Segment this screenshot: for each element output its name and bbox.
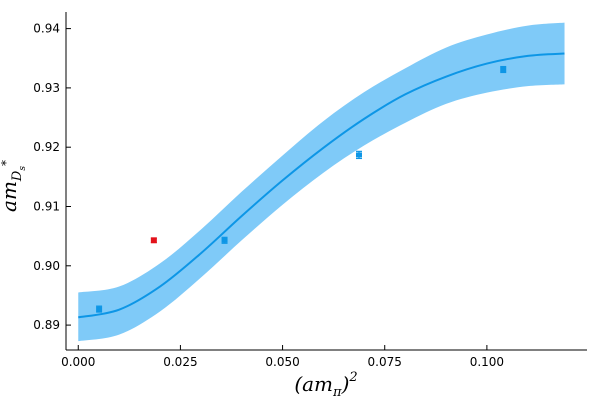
axes-layer: 0.000 0.025 0.050 0.075 0.100 0.89 0.90 0.91 0.9… [33,12,587,369]
data-point [96,305,103,313]
y-tick-label: 0.89 [33,318,60,332]
axis-titles-layer: (amπ)2 amDs* [0,160,358,400]
data-point [500,65,507,74]
y-tick-label: 0.91 [33,199,60,213]
y-axis-title: amDs* [0,160,28,212]
confidence-band [78,22,565,342]
fit-line [78,52,565,319]
y-tick-label: 0.94 [33,22,60,36]
point-marker [500,67,507,73]
x-tick-label: 0.025 [163,355,197,369]
x-tick-label: 0.050 [265,355,299,369]
data-point [221,236,228,244]
fit-line-layer [78,52,565,319]
y-tick-label: 0.92 [33,140,60,154]
point-marker [355,152,362,158]
confidence-band-layer [78,22,565,342]
point-marker [221,237,228,243]
y-tick-label: 0.90 [33,259,60,273]
data-points-layer [96,65,507,313]
x-tick-label: 0.100 [470,355,504,369]
excluded-data-point [150,237,157,244]
point-marker [150,237,157,243]
x-axis-title: (amπ)2 [294,370,357,400]
x-tick-label: 0.075 [368,355,402,369]
data-point [355,150,362,160]
point-marker [96,306,103,312]
y-tick-label: 0.93 [33,81,60,95]
x-tick-label: 0.000 [61,355,95,369]
